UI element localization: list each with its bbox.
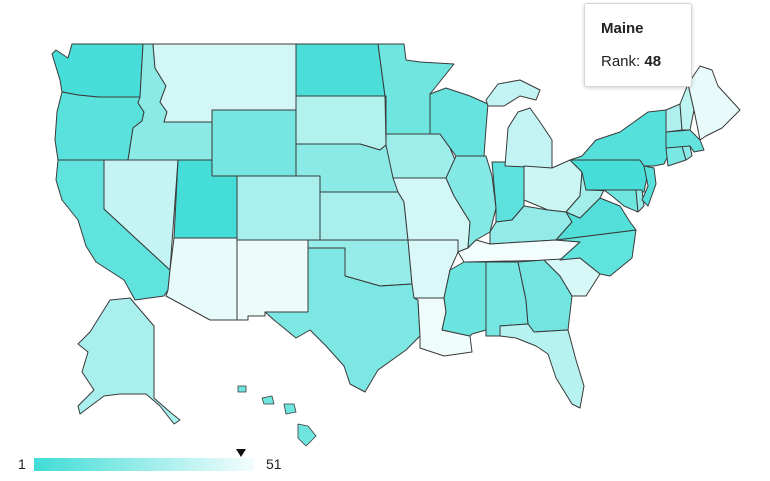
state-massachusetts[interactable] <box>665 129 705 153</box>
state-hawaii-oahu[interactable] <box>261 395 275 405</box>
tooltip-rank: Rank: 48 <box>601 53 691 70</box>
state-florida[interactable] <box>499 323 585 409</box>
state-tooltip: Maine Rank: 48 <box>584 3 692 87</box>
state-hawaii-maui[interactable] <box>283 403 297 415</box>
tooltip-rank-label: Rank: <box>601 53 641 70</box>
state-alaska[interactable] <box>77 297 181 425</box>
legend-color-bar <box>34 458 254 471</box>
state-delaware[interactable] <box>635 189 645 213</box>
state-new-york[interactable] <box>569 109 669 167</box>
state-north-dakota[interactable] <box>295 43 386 97</box>
state-arizona[interactable] <box>165 237 238 321</box>
tooltip-rank-value: 48 <box>644 53 662 70</box>
state-colorado[interactable] <box>236 175 321 241</box>
legend-min-label: 1 <box>18 456 26 472</box>
state-texas[interactable] <box>264 247 421 393</box>
state-hawaii-kauai[interactable] <box>237 385 247 393</box>
state-michigan[interactable] <box>485 79 541 107</box>
state-michigan-lower[interactable] <box>504 107 553 169</box>
state-wyoming[interactable] <box>211 109 297 177</box>
tooltip-state-name: Maine <box>601 20 644 37</box>
state-hawaii-big-island[interactable] <box>297 423 317 447</box>
legend-max-label: 51 <box>266 456 282 472</box>
state-washington[interactable] <box>51 43 144 98</box>
state-south-dakota[interactable] <box>295 95 387 151</box>
legend-marker-icon <box>235 449 246 457</box>
state-vermont[interactable] <box>665 103 683 133</box>
state-wisconsin[interactable] <box>429 87 489 157</box>
state-new-jersey[interactable] <box>641 165 657 207</box>
state-new-mexico[interactable] <box>236 239 309 321</box>
state-north-carolina[interactable] <box>555 229 637 277</box>
state-maine[interactable] <box>687 65 741 141</box>
state-kansas[interactable] <box>319 191 409 241</box>
